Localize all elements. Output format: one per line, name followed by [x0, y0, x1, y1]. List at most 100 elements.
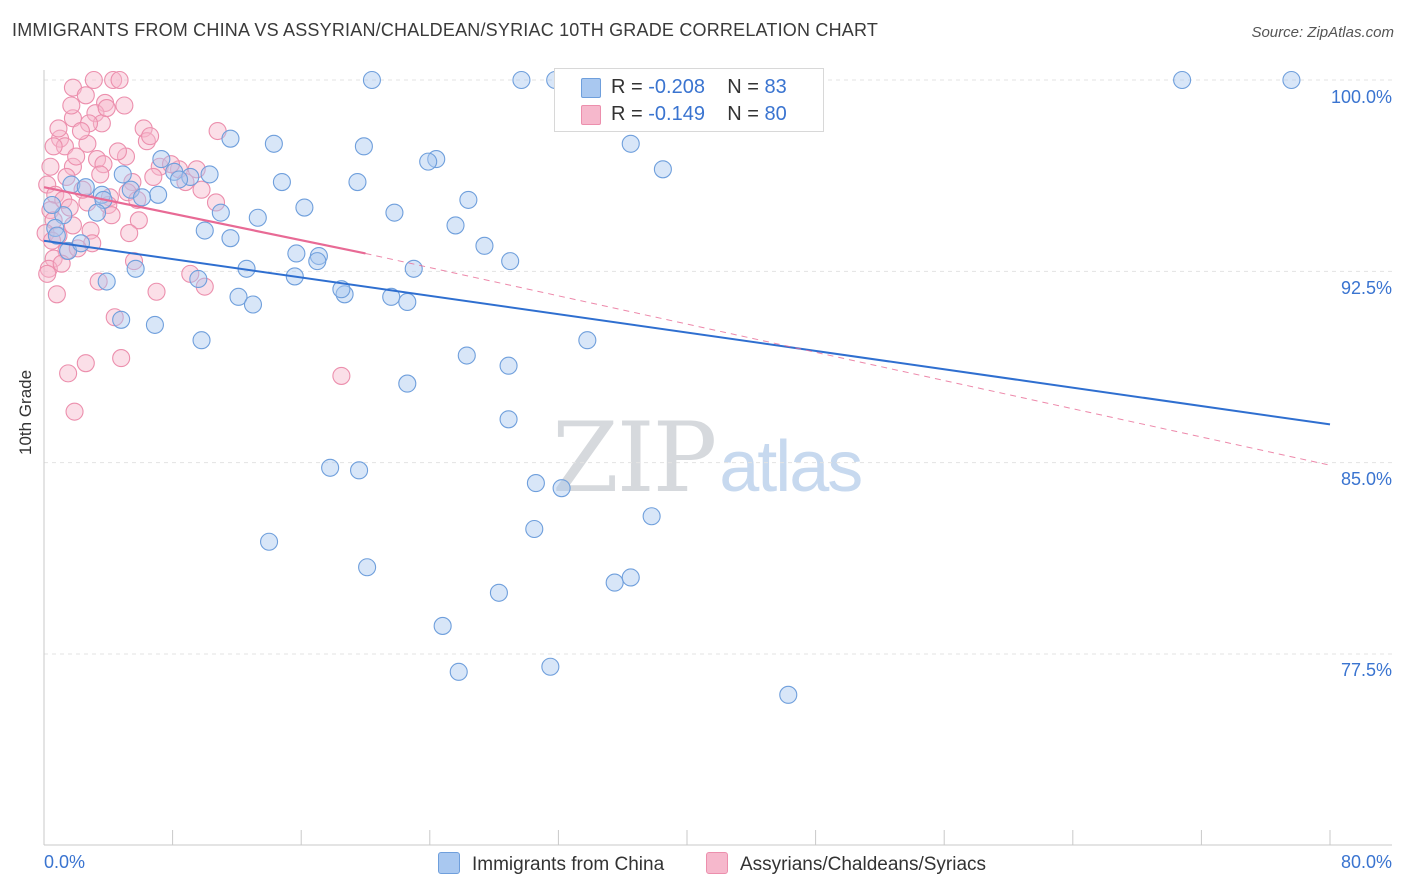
china-point — [113, 165, 132, 184]
china-point — [87, 203, 107, 222]
y-tick-label: 85.0% — [1340, 469, 1392, 489]
assyrians-point — [144, 167, 163, 186]
china-point — [189, 269, 208, 289]
y-tick-label: 100.0% — [1330, 87, 1392, 107]
china-point — [362, 70, 381, 90]
china-point — [621, 568, 640, 587]
assyrians-point — [91, 165, 110, 184]
assyrians-point — [94, 155, 113, 174]
assyrians-point — [47, 285, 66, 304]
assyrians-point — [192, 180, 211, 199]
china-point — [46, 218, 65, 238]
china-point — [653, 160, 672, 179]
china-point — [419, 152, 438, 171]
china-point — [192, 331, 211, 350]
china-point — [264, 134, 283, 153]
assyrians-point — [120, 224, 139, 243]
assyrians-point — [71, 121, 91, 141]
assyrians-point — [147, 282, 166, 301]
assyrians-point — [332, 366, 351, 385]
watermark-atlas: atlas — [719, 427, 863, 507]
assyrians-point — [118, 183, 137, 202]
china-point — [76, 178, 95, 197]
china-point — [181, 167, 200, 186]
china-point — [112, 310, 131, 329]
assyrians-point — [104, 70, 123, 90]
china-point — [308, 252, 327, 271]
n-label: N = — [727, 76, 759, 98]
china-point — [133, 188, 152, 207]
china-point — [295, 198, 314, 217]
china-point — [248, 208, 267, 227]
assyrians-point — [102, 206, 121, 225]
r-label: R = — [611, 76, 643, 98]
china-point — [152, 150, 171, 169]
assyrians-point — [65, 402, 84, 421]
china-point — [449, 662, 468, 681]
china-point — [1282, 70, 1301, 90]
china-point — [229, 287, 248, 306]
china-point — [259, 532, 279, 551]
china-trend-line — [43, 239, 1331, 426]
gridlines — [44, 79, 1392, 655]
china-point — [541, 657, 560, 676]
china-point — [149, 185, 168, 204]
assyrians-point — [129, 211, 148, 230]
china-point — [499, 356, 518, 375]
china-point — [71, 234, 91, 253]
assyrians-point — [195, 277, 214, 296]
assyrians-point — [112, 349, 131, 368]
y-tick-label: 92.5% — [1340, 278, 1392, 298]
china-point — [221, 229, 240, 248]
chart-title: IMMIGRANTS FROM CHINA VS ASSYRIAN/CHALDE… — [12, 20, 879, 40]
china-point — [145, 315, 164, 334]
assyrians-point — [128, 190, 147, 209]
china-point — [126, 259, 145, 278]
china-legend-icon — [438, 852, 460, 874]
trend-lines — [43, 186, 1331, 466]
china-point — [42, 195, 62, 215]
r-value: -0.149 — [648, 103, 705, 125]
china-point — [499, 410, 518, 429]
x-tick-label-min: 0.0% — [44, 852, 86, 872]
china-point — [779, 685, 798, 704]
china-point — [1173, 70, 1192, 90]
assyrians-point — [76, 354, 95, 373]
china-point — [272, 172, 291, 192]
r-label: R = — [611, 103, 643, 125]
china-point — [354, 137, 373, 156]
china-point — [287, 244, 306, 263]
china-point — [457, 346, 476, 365]
assyrians-point — [44, 137, 63, 156]
china-point — [221, 129, 240, 148]
china-point — [578, 331, 597, 350]
china-point — [501, 252, 520, 271]
china-point — [398, 292, 417, 311]
assyrians-point — [206, 193, 226, 212]
assyrians-point — [84, 70, 103, 90]
x-tick-label-max: 80.0% — [1340, 852, 1392, 872]
legend-label-china: Immigrants from China — [472, 854, 665, 875]
china-point — [47, 226, 66, 245]
assyrians-point — [60, 198, 79, 217]
china-point — [54, 206, 73, 225]
china-point — [552, 479, 571, 498]
assyrians-point — [97, 99, 116, 118]
china-point — [446, 216, 465, 235]
assyrians-point — [115, 96, 134, 115]
assyrians-point — [110, 70, 129, 90]
watermark: ZIPatlas — [552, 402, 863, 514]
assyrians-trend-line — [43, 186, 366, 255]
china-point — [525, 519, 544, 539]
china-point — [621, 134, 640, 153]
china-point — [350, 461, 369, 480]
legend-item-china: Immigrants from China — [438, 852, 664, 876]
assyrians-point — [38, 264, 57, 283]
stats-legend: R = -0.208 N = 83 R = -0.149 N = 80 — [554, 68, 824, 132]
china-point — [358, 558, 377, 577]
china-point — [97, 272, 116, 291]
assyrians-point — [141, 127, 160, 146]
series-china-points — [42, 70, 1301, 704]
assyrians-point — [59, 364, 78, 383]
china-swatch-icon — [581, 78, 601, 98]
